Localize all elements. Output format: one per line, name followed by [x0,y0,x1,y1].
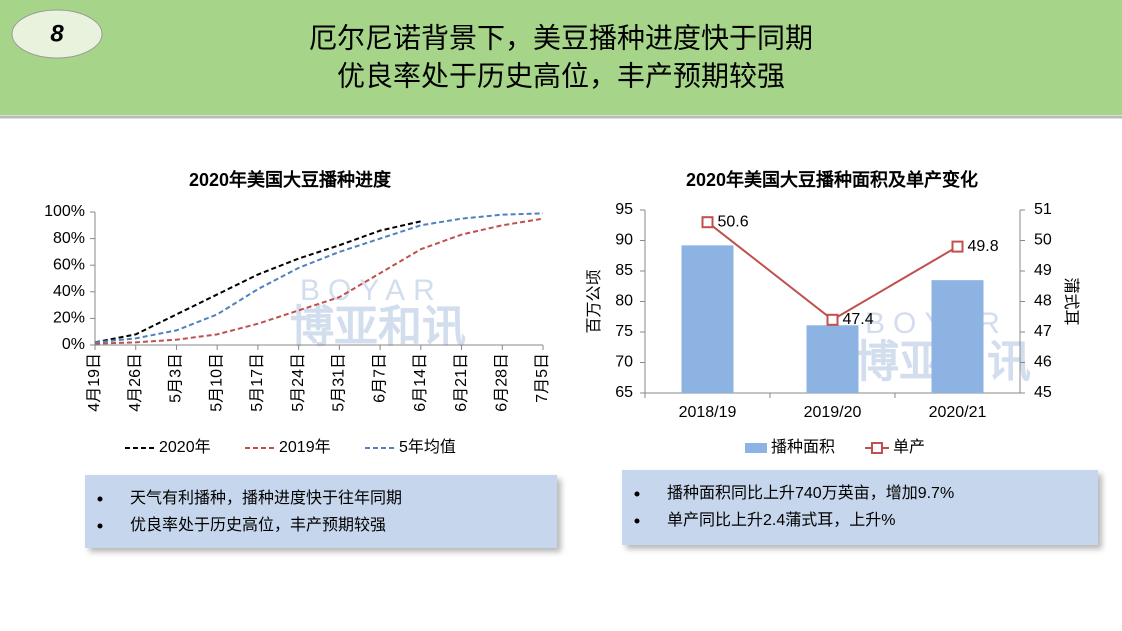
bullet [97,523,103,529]
y-tick-label: 100% [44,203,85,220]
y2-axis-title: 蒲式耳 [1062,277,1080,325]
line-marker [951,240,964,253]
chart-title: 2020年美国大豆播种面积及单产变化 [686,169,978,190]
number-badge [11,9,103,59]
bar [931,280,984,393]
series-line [94,220,422,344]
watermark-text: 博亚和讯 [290,303,466,352]
chart-title: 2020年美国大豆播种进度 [189,169,392,190]
line-marker [701,216,714,229]
y-tick-label: 20% [53,310,85,327]
legend-label: 5年均值 [399,438,456,456]
y-tick-label: 65 [615,384,633,401]
y-tick-label: 80 [615,293,633,310]
bullet [634,518,640,524]
x-tick-label: 5月24日 [290,353,307,412]
y-tick-label: 75 [615,323,633,340]
y-tick-label: 40% [53,283,85,300]
note-text: 天气有利播种，播种进度快于往年同期 [130,489,402,507]
note-text: 播种面积同比上升740万英亩，增加9.7% [667,484,954,502]
bullet [634,491,640,497]
x-tick-label: 6月21日 [453,353,470,412]
y-tick-label: 60% [53,256,85,273]
bar [681,245,734,393]
series-line [94,217,544,345]
y-tick-label: 70 [615,354,633,371]
y2-tick-label: 45 [1034,384,1052,401]
legend-label: 播种面积 [771,438,835,456]
y2-tick-label: 48 [1034,293,1052,310]
legend-swatch [871,442,883,454]
x-tick-label: 6月28日 [493,353,510,412]
y2-tick-label: 51 [1034,201,1052,218]
slide-number: 8 [50,20,64,47]
line-marker [826,313,839,326]
slide-title: 厄尔尼诺背景下，美豆播种进度快于同期 [309,22,813,53]
bullet [97,496,103,502]
value-label: 50.6 [718,213,749,230]
legend-label: 2020年 [159,438,211,456]
y-tick-label: 95 [615,201,633,218]
note-text: 单产同比上升2.4蒲式耳，上升% [667,511,895,529]
bar [806,325,859,393]
x-tick-label: 5月31日 [331,353,348,412]
x-tick-label: 7月5日 [534,353,551,403]
y2-tick-label: 50 [1034,232,1052,249]
y-tick-label: 80% [53,230,85,247]
note-box [622,470,1098,545]
legend-label: 2019年 [279,438,331,456]
x-tick-label: 5月17日 [249,353,266,412]
y2-tick-label: 47 [1034,323,1052,340]
y-axis-title: 百万公顷 [585,269,603,333]
header-band [0,0,1122,115]
slide-title: 优良率处于历史高位，丰产预期较强 [337,60,785,91]
note-box [85,475,557,548]
x-tick-label: 2018/19 [679,404,737,421]
note-text: 优良率处于历史高位，丰产预期较强 [130,516,386,534]
x-tick-label: 2019/20 [804,404,862,421]
x-tick-label: 4月26日 [127,353,144,412]
y-tick-label: 85 [615,262,633,279]
legend-label: 单产 [893,438,925,456]
x-tick-label: 2020/21 [929,404,987,421]
y2-tick-label: 49 [1034,262,1052,279]
x-tick-label: 6月14日 [412,353,429,412]
legend-swatch [745,443,767,453]
x-tick-label: 4月19日 [86,353,103,412]
x-tick-label: 5月10日 [208,353,225,412]
y2-tick-label: 46 [1034,354,1052,371]
value-label: 47.4 [843,311,874,328]
watermark-text: BOYAR [300,274,443,307]
series-line [94,212,544,344]
y-tick-label: 90 [615,232,633,249]
y-tick-label: 0% [62,336,85,353]
x-tick-label: 5月3日 [168,353,185,403]
x-tick-label: 6月7日 [371,353,388,403]
value-label: 49.8 [968,238,999,255]
